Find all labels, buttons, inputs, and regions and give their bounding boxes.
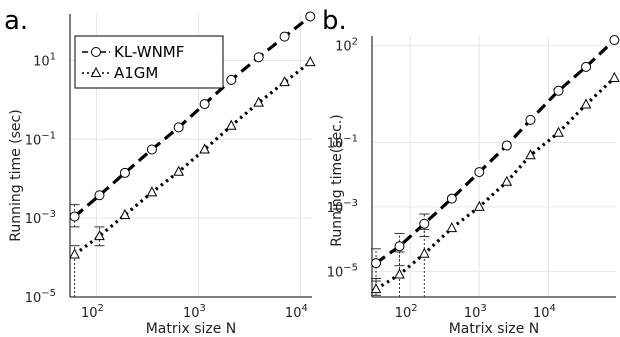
x-axis-title: Matrix size N xyxy=(449,321,540,337)
panel-a: 102 103 104 10−5 10−3 10−1 101 Matrix size N Run… xyxy=(4,6,316,337)
data-point-circle xyxy=(119,167,130,178)
legend-label: KL-WNMF xyxy=(114,43,184,61)
data-point-triangle xyxy=(525,149,536,160)
data-point-triangle xyxy=(253,96,265,107)
data-point-circle xyxy=(94,190,105,201)
data-point-circle xyxy=(226,74,237,85)
data-point-triangle xyxy=(279,76,290,87)
y-tick-label: 101 xyxy=(33,51,56,69)
panel-label: a. xyxy=(4,6,28,36)
data-point-triangle xyxy=(94,230,105,241)
x-tick-label: 103 xyxy=(183,303,206,321)
y-tick-label: 10−5 xyxy=(25,288,56,306)
y-tick-label: 10−1 xyxy=(327,133,358,151)
data-point-triangle xyxy=(119,208,131,220)
legend: KL-WNMF A1GM xyxy=(74,35,224,89)
data-point-circle xyxy=(446,193,457,204)
data-point-circle xyxy=(609,35,620,46)
panel-b: 102 103 104 10−5 10−3 10−1 102 Matrix size N Run… xyxy=(322,6,620,337)
data-point-triangle xyxy=(394,268,405,279)
data-point-circle xyxy=(371,258,382,269)
data-point-triangle xyxy=(473,200,485,211)
data-point-circle xyxy=(501,140,512,151)
data-point-triangle xyxy=(304,56,316,67)
legend-label: A1GM xyxy=(114,64,158,82)
data-point-circle xyxy=(173,122,184,133)
data-point-circle xyxy=(305,11,316,22)
x-axis-title: Matrix size N xyxy=(146,321,237,337)
data-point-circle xyxy=(581,61,592,72)
legend-marker-triangle xyxy=(90,66,102,77)
data-point-triangle xyxy=(199,143,210,154)
data-point-circle xyxy=(69,211,80,222)
y-axis-title: Running time (sec) xyxy=(8,109,24,241)
y-tick-label: 10−3 xyxy=(25,209,56,227)
data-point-triangle xyxy=(580,98,592,109)
data-point-triangle xyxy=(146,186,158,197)
data-point-circle xyxy=(253,52,264,63)
data-point-circle xyxy=(146,144,157,155)
data-point-triangle xyxy=(418,247,430,258)
y-tick-label: 10−3 xyxy=(327,198,358,216)
y-tick-label: 10−5 xyxy=(327,262,358,280)
y-tick-label: 102 xyxy=(335,37,358,55)
data-point-circle xyxy=(419,218,430,229)
x-tick-label: 102 xyxy=(81,303,104,321)
x-tick-label: 103 xyxy=(464,303,487,321)
series-line-kl-wnmf xyxy=(375,38,616,265)
data-point-triangle xyxy=(370,283,382,294)
data-point-triangle xyxy=(173,165,184,176)
data-point-triangle xyxy=(609,71,620,82)
x-tick-label: 104 xyxy=(285,303,308,321)
legend-marker-circle xyxy=(91,47,101,57)
data-point-circle xyxy=(474,167,485,178)
data-point-circle xyxy=(279,31,290,42)
data-point-circle xyxy=(525,114,536,125)
data-point-triangle xyxy=(446,222,458,233)
series-line-kl-wnmf xyxy=(73,15,312,218)
panel-label: b. xyxy=(322,6,347,36)
data-point-triangle xyxy=(225,119,237,130)
data-point-triangle xyxy=(69,248,80,259)
y-axis-title: Running time(sec.) xyxy=(329,114,345,246)
data-point-circle xyxy=(553,85,564,96)
y-tick-label: 10−1 xyxy=(25,130,56,148)
legend-box xyxy=(74,35,224,89)
x-tick-label: 102 xyxy=(395,303,418,321)
series-line-a1gm xyxy=(375,76,616,291)
data-point-circle xyxy=(394,241,405,252)
data-point-triangle xyxy=(553,126,564,137)
x-tick-label: 104 xyxy=(533,303,556,321)
series-line-a1gm xyxy=(73,60,312,256)
data-point-triangle xyxy=(501,175,513,186)
data-point-circle xyxy=(199,99,210,110)
